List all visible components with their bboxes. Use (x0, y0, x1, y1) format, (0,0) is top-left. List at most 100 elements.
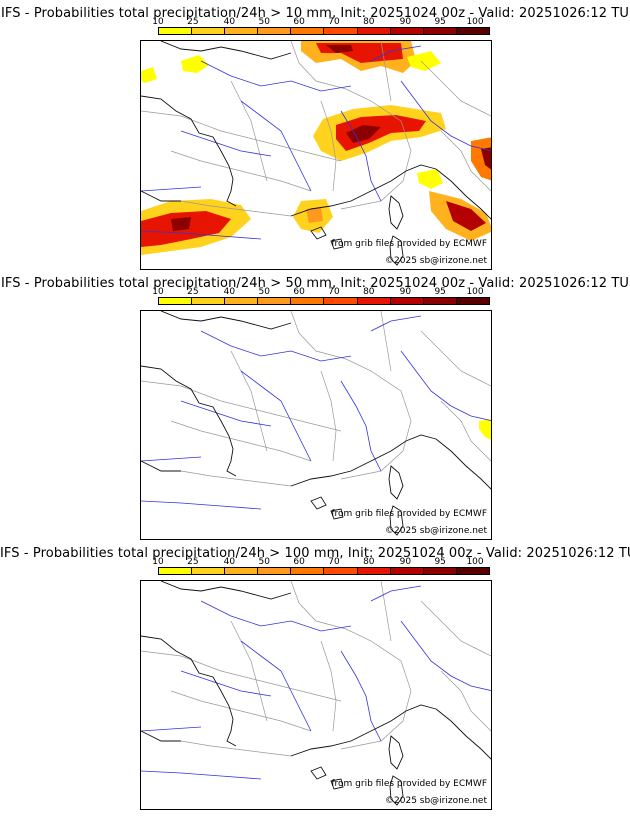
legend-swatch (324, 568, 358, 574)
map-canvas (141, 41, 491, 266)
legend-swatch (357, 28, 391, 34)
legend-label: 100 (466, 17, 484, 27)
rain-area-north-sea (407, 51, 441, 71)
legend-label: 100 (466, 557, 484, 567)
legend-swatch (456, 28, 489, 34)
rivers (141, 45, 491, 240)
legend-swatch (258, 568, 292, 574)
rain-area-alps-core (336, 115, 426, 151)
legend-swatch (390, 298, 424, 304)
legend-label: 70 (328, 557, 340, 567)
rain-area-italy-south-core (446, 201, 486, 231)
rain-area-adriatic-east-core (481, 147, 491, 170)
legend-label: 70 (328, 17, 340, 27)
legend-labels: 10 25 40 50 60 70 80 90 95 100 (152, 17, 490, 27)
country-borders (141, 41, 491, 217)
rain-area-channel-west (141, 67, 157, 83)
data-source-credit: from grib files provided by ECMWF (331, 509, 487, 519)
legend-label: 80 (363, 287, 375, 297)
legend-swatch (159, 568, 193, 574)
forecast-panel-100mm: IFS - Probabilities total precipitation/… (0, 540, 630, 816)
forecast-panel-50mm: IFS - Probabilities total precipitation/… (0, 270, 630, 546)
rain-area-adriatic-east (471, 137, 491, 181)
legend-swatch (390, 28, 424, 34)
legend-swatch (456, 298, 489, 304)
legend-label: 95 (434, 287, 446, 297)
legend-swatch (357, 298, 391, 304)
data-source-credit: from grib files provided by ECMWF (331, 239, 487, 249)
map-canvas (141, 311, 491, 536)
legend-swatch (291, 298, 325, 304)
legend-swatch (258, 298, 292, 304)
legend-swatch (423, 28, 457, 34)
legend-label: 25 (187, 287, 199, 297)
legend-swatch (258, 28, 292, 34)
panel-title: IFS - Probabilities total precipitation/… (0, 6, 630, 21)
legend-swatch (225, 568, 259, 574)
panel-title: IFS - Probabilities total precipitation/… (0, 546, 630, 561)
copyright-credit: ©2025 sb@irizone.net (385, 256, 487, 266)
panel-title: IFS - Probabilities total precipitation/… (0, 276, 630, 291)
legend-label: 90 (399, 17, 412, 27)
legend-label: 60 (293, 287, 305, 297)
legend-swatch (291, 28, 325, 34)
legend-label: 40 (223, 557, 236, 567)
legend-label: 10 (152, 287, 164, 297)
rain-area-alps-peak (346, 125, 381, 143)
precip-probability-shading (141, 41, 491, 255)
legend-label: 25 (187, 17, 199, 27)
legend-label: 25 (187, 557, 199, 567)
coastlines (141, 41, 491, 266)
country-borders (141, 311, 491, 487)
legend-label: 50 (258, 17, 270, 27)
legend-colorbar (158, 297, 490, 305)
legend-swatch (357, 568, 391, 574)
rain-area-iberia-peak (171, 217, 191, 231)
data-source-credit: from grib files provided by ECMWF (331, 779, 487, 789)
legend-swatch (225, 298, 259, 304)
rain-area-corsica (417, 169, 443, 189)
legend-swatch (159, 298, 193, 304)
legend-labels: 10 25 40 50 60 70 80 90 95 100 (152, 557, 490, 567)
precip-probability-shading (479, 419, 491, 440)
legend-labels: 10 25 40 50 60 70 80 90 95 100 (152, 287, 490, 297)
rain-area-adriatic-east (479, 419, 491, 440)
probability-legend: 10 25 40 50 60 70 80 90 95 100 (152, 17, 490, 36)
legend-label: 95 (434, 17, 446, 27)
map-canvas (141, 581, 491, 806)
legend-swatch (423, 298, 457, 304)
forecast-map: from grib files provided by ECMWF ©2025 … (140, 310, 492, 540)
rivers (141, 585, 491, 780)
copyright-credit: ©2025 sb@irizone.net (385, 796, 487, 806)
legend-swatch (456, 568, 489, 574)
legend-swatch (225, 28, 259, 34)
legend-label: 80 (363, 17, 375, 27)
legend-label: 95 (434, 557, 446, 567)
legend-swatch (324, 298, 358, 304)
legend-label: 50 (258, 557, 270, 567)
legend-swatch (423, 568, 457, 574)
probability-legend: 10 25 40 50 60 70 80 90 95 100 (152, 557, 490, 576)
legend-colorbar (158, 567, 490, 575)
legend-label: 40 (223, 17, 236, 27)
legend-swatch (390, 568, 424, 574)
legend-label: 40 (223, 287, 236, 297)
legend-label: 90 (399, 557, 412, 567)
rivers (141, 315, 491, 510)
legend-label: 70 (328, 287, 340, 297)
legend-label: 80 (363, 557, 375, 567)
legend-label: 90 (399, 287, 412, 297)
forecast-map: from grib files provided by ECMWF ©2025 … (140, 580, 492, 810)
legend-swatch (324, 28, 358, 34)
legend-swatch (159, 28, 193, 34)
coastlines (141, 581, 491, 806)
legend-label: 10 (152, 557, 164, 567)
probability-legend: 10 25 40 50 60 70 80 90 95 100 (152, 287, 490, 306)
legend-label: 50 (258, 287, 270, 297)
legend-swatch (192, 568, 226, 574)
rain-area-north-peak (326, 45, 353, 53)
country-borders (141, 581, 491, 757)
legend-label: 10 (152, 17, 164, 27)
legend-label: 60 (293, 557, 305, 567)
legend-swatch (291, 568, 325, 574)
